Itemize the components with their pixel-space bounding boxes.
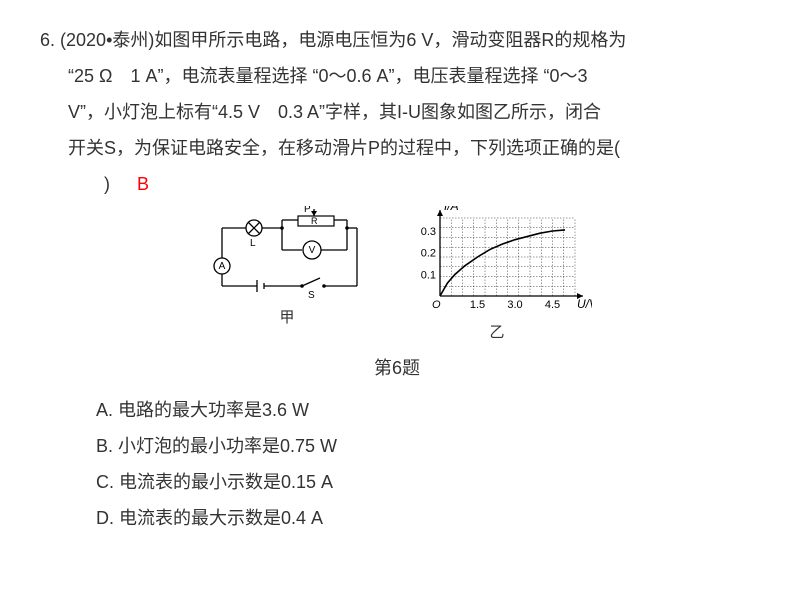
question-number: 6. (40, 30, 55, 50)
figure-row: A S L RP V 甲 I/A U/V 1.5 3.0 4.5 0.1 0.2 0.3 O 乙 (40, 206, 754, 348)
option-b: B. 小灯泡的最小功率是0.75 W (96, 428, 754, 464)
svg-text:1.5: 1.5 (470, 299, 485, 311)
svg-text:S: S (308, 290, 315, 301)
stem-line2: “25 Ω 1 A”，电流表量程选择 “0～0.6 A”，电压表量程选择 “0～… (40, 58, 754, 94)
svg-text:0.3: 0.3 (421, 226, 436, 238)
svg-text:P: P (304, 206, 311, 215)
svg-text:3.0: 3.0 (507, 299, 522, 311)
option-d: D. 电流表的最大示数是0.4 A (96, 500, 754, 536)
graph-label: 乙 (402, 318, 592, 348)
option-c: C. 电流表的最小示数是0.15 A (96, 464, 754, 500)
iv-graph: I/A U/V 1.5 3.0 4.5 0.1 0.2 0.3 O (402, 206, 592, 316)
question-stem: 6. (2020•泰州)如图甲所示电路，电源电压恒为6 V，滑动变阻器R的规格为… (40, 22, 754, 202)
stem-line5: ) (40, 166, 110, 202)
svg-text:I/A: I/A (444, 206, 459, 213)
svg-text:A: A (219, 261, 226, 272)
stem-line3: V”，小灯泡上标有“4.5 V 0.3 A”字样，其I-U图象如图乙所示，闭合 (40, 94, 754, 130)
svg-text:R: R (311, 216, 318, 226)
svg-text:4.5: 4.5 (545, 299, 560, 311)
question-source: (2020•泰州) (60, 30, 154, 50)
circuit-diagram: A S L RP V (202, 206, 372, 301)
circuit-figure: A S L RP V 甲 (202, 206, 372, 333)
svg-text:L: L (250, 238, 256, 249)
svg-text:0.2: 0.2 (421, 248, 436, 260)
options-list: A. 电路的最大功率是3.6 W B. 小灯泡的最小功率是0.75 W C. 电… (40, 392, 754, 536)
svg-text:U/V: U/V (577, 297, 592, 311)
answer-marker: B (137, 174, 149, 194)
stem-line1: 如图甲所示电路，电源电压恒为6 V，滑动变阻器R的规格为 (154, 30, 626, 50)
graph-figure: I/A U/V 1.5 3.0 4.5 0.1 0.2 0.3 O 乙 (402, 206, 592, 348)
svg-text:V: V (309, 245, 316, 256)
svg-text:0.1: 0.1 (421, 269, 436, 281)
stem-line4: 开关S，为保证电路安全，在移动滑片P的过程中，下列选项正确的是( (40, 130, 754, 166)
option-a: A. 电路的最大功率是3.6 W (96, 392, 754, 428)
circuit-label: 甲 (202, 303, 372, 333)
svg-text:O: O (432, 299, 441, 311)
figure-caption: 第6题 (40, 350, 754, 386)
